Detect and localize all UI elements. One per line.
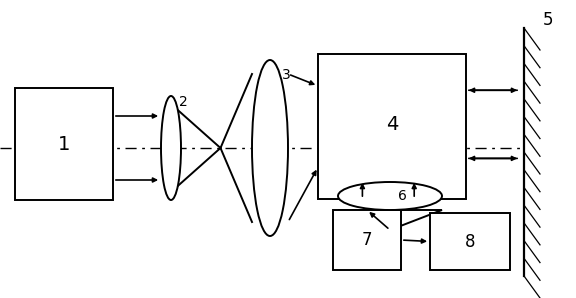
Ellipse shape bbox=[161, 96, 181, 200]
Text: 4: 4 bbox=[386, 116, 398, 134]
Text: 6: 6 bbox=[397, 189, 407, 203]
Text: 1: 1 bbox=[58, 134, 70, 153]
Text: 5: 5 bbox=[543, 11, 554, 29]
Polygon shape bbox=[338, 210, 442, 230]
Ellipse shape bbox=[338, 182, 442, 210]
Text: 8: 8 bbox=[465, 233, 475, 251]
Ellipse shape bbox=[252, 60, 288, 236]
Bar bbox=[318, 54, 466, 199]
Text: 2: 2 bbox=[179, 95, 187, 109]
Bar bbox=[333, 210, 401, 270]
Text: 3: 3 bbox=[282, 68, 290, 82]
Bar bbox=[15, 88, 113, 200]
Bar bbox=[430, 213, 510, 270]
Text: 7: 7 bbox=[362, 231, 372, 249]
